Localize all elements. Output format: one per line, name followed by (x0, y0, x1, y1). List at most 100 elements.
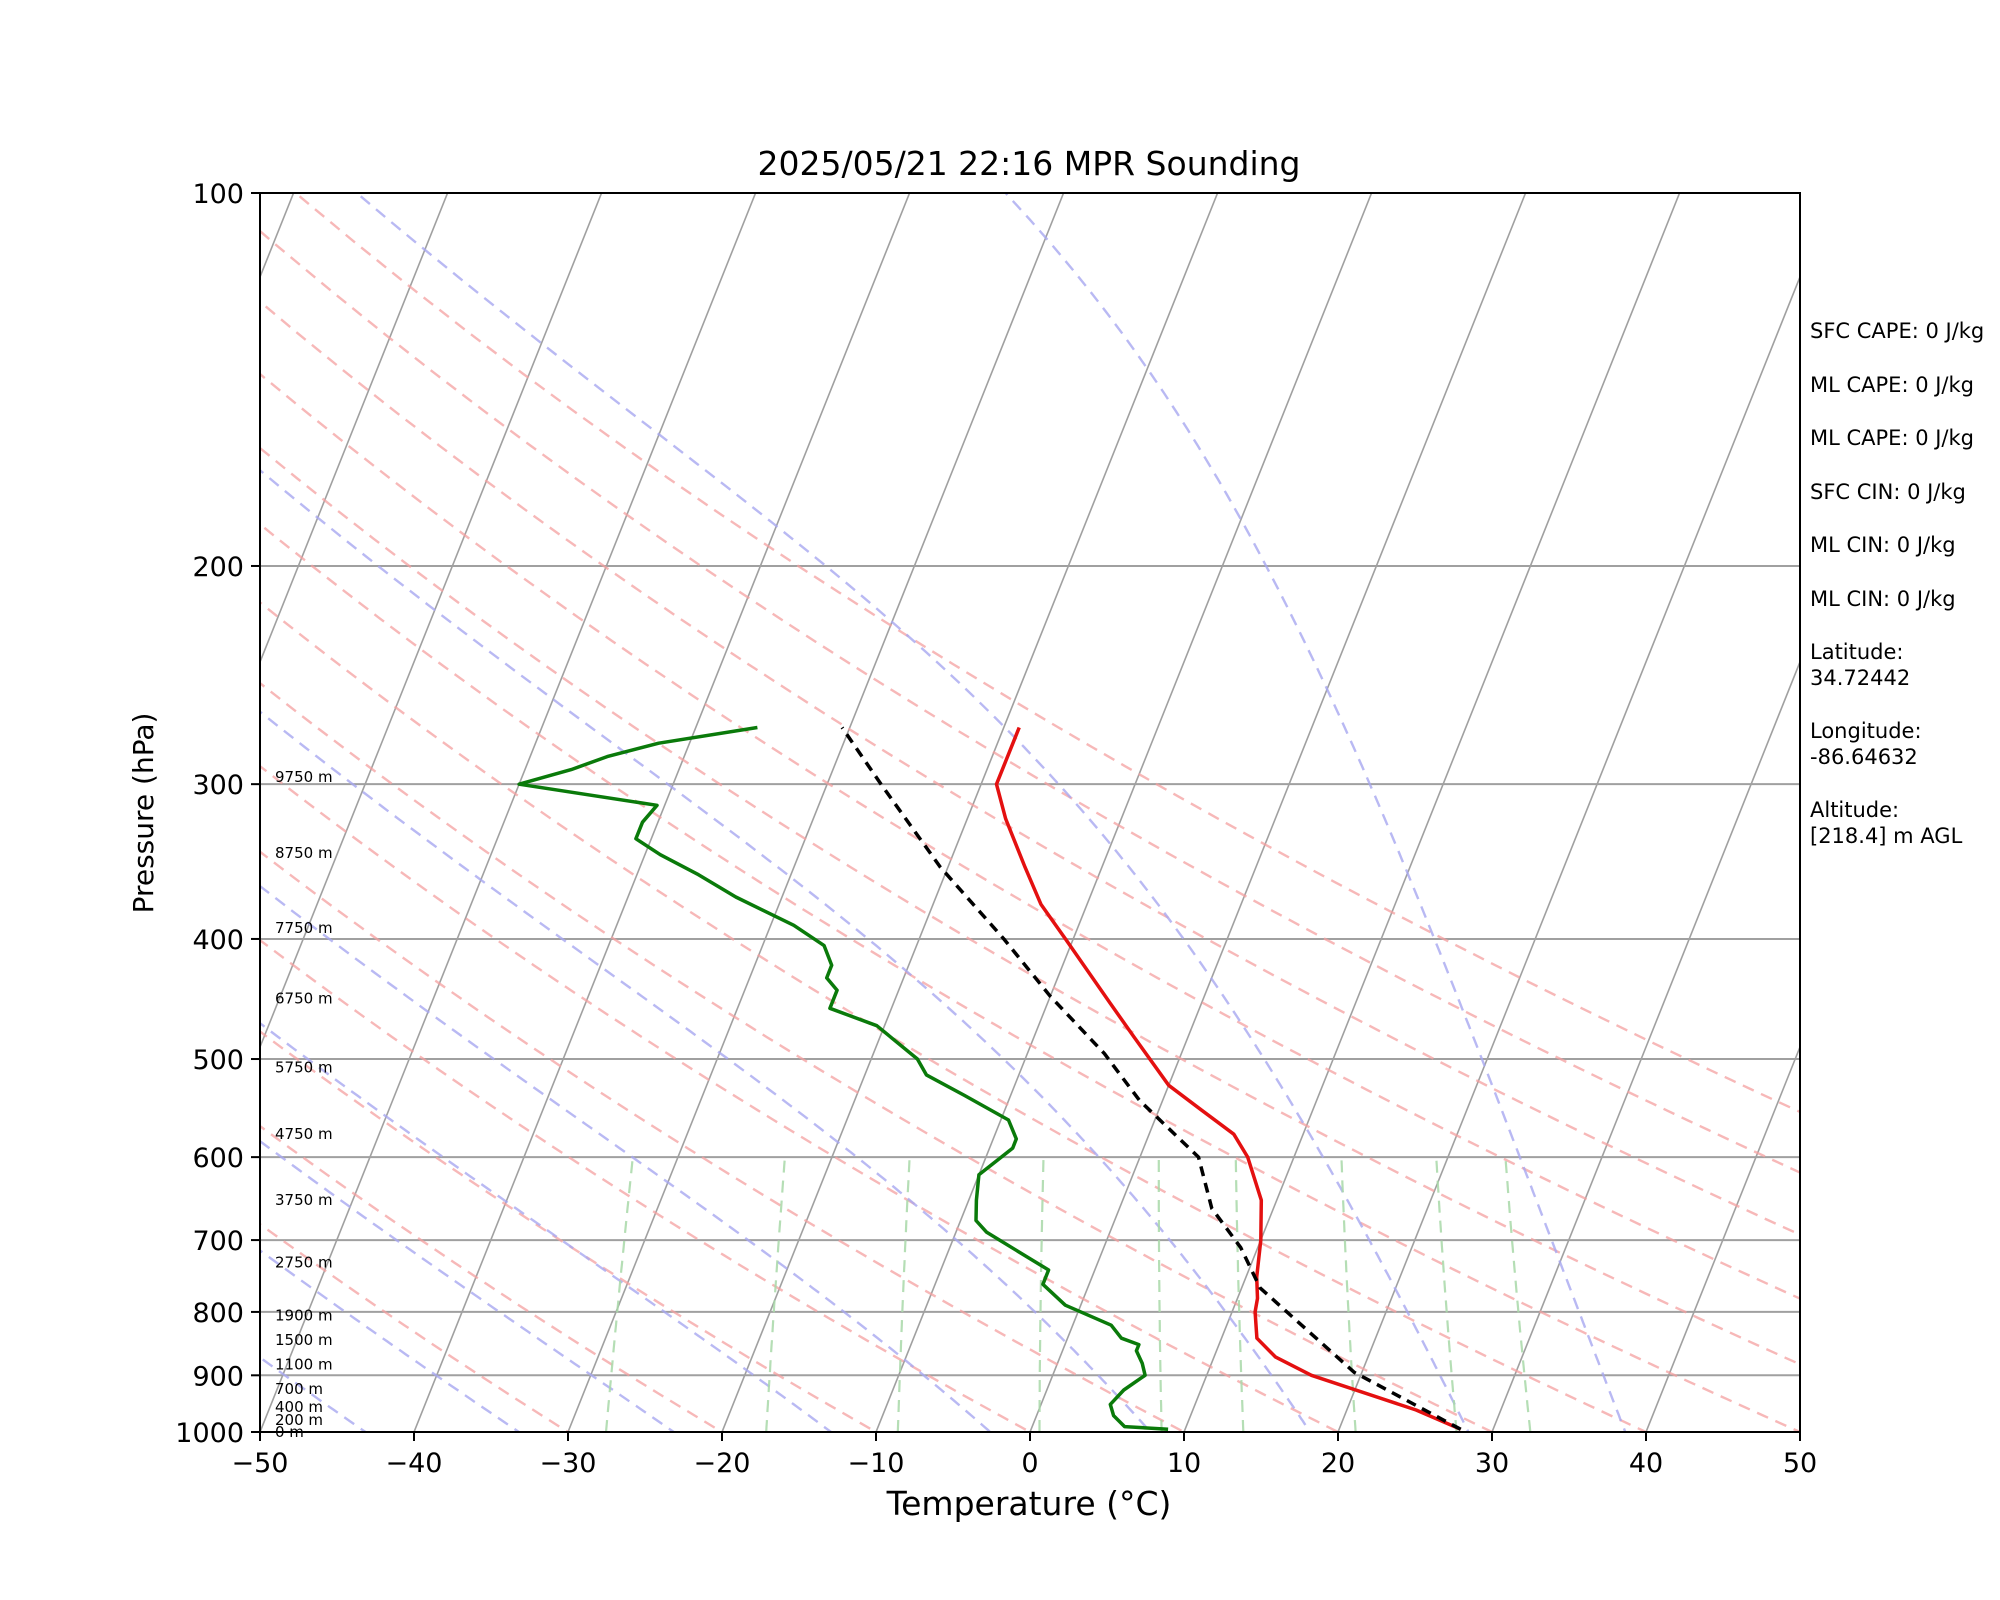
y-tick-label: 200 (192, 552, 244, 583)
x-tick-label: 20 (1321, 1448, 1355, 1479)
moist-adiabat-line (260, 1139, 676, 1432)
altitude-value: [218.4] m AGL (1810, 824, 1963, 848)
ml-cape-text: ML CAPE: 0 J/kg (1810, 372, 1975, 397)
mixing-ratio-line (1038, 1157, 1045, 1432)
latitude-label: Latitude: (1810, 640, 1904, 664)
dry-adiabat-line (294, 193, 1800, 1114)
dry-adiabat-line (260, 938, 1033, 1432)
dry-adiabat-line (260, 681, 1495, 1432)
ml-cape-text-2: ML CAPE: 0 J/kg (1810, 426, 1975, 450)
height-label: 700 m (275, 1380, 323, 1398)
isotherm-line (1029, 193, 1527, 1432)
temperature-profile-line (994, 726, 1462, 1431)
background-lines (260, 193, 1800, 1432)
height-label: 3750 m (275, 1191, 333, 1209)
dry-adiabat-line (260, 372, 1800, 1300)
y-axis-title: Pressure (hPa) (127, 713, 160, 914)
y-tick-label: 500 (192, 1045, 244, 1076)
height-label: 400 m (275, 1398, 323, 1416)
sfc-cin-text: SFC CIN: 0 J/kg (1810, 479, 1966, 504)
dry-adiabat-line (260, 1222, 571, 1432)
latitude-block: Latitude: 34.72442 (1810, 639, 1998, 691)
stats-panel: SFC CAPE: 0 J/kg ML CAPE: 0 J/kg ML CAPE… (1810, 318, 1998, 876)
x-tick-label: 40 (1629, 1448, 1663, 1479)
x-tick-label: 0 (1021, 1448, 1038, 1479)
moist-adiabat-line (354, 193, 1470, 1432)
y-tick-label: 800 (192, 1298, 244, 1329)
x-tick-label: −40 (386, 1448, 443, 1479)
dry-adiabat-line (260, 229, 1800, 1174)
y-tick-label: 700 (192, 1226, 244, 1257)
y-tick-label: 400 (192, 925, 244, 956)
parcel-path-line (840, 726, 1462, 1431)
height-label: 6750 m (275, 990, 333, 1008)
x-tick-label: −30 (540, 1448, 597, 1479)
isotherm-line (413, 193, 911, 1432)
dry-adiabat-line (260, 300, 1800, 1236)
isotherm-line (567, 193, 1065, 1432)
y-tick-label: 100 (192, 179, 244, 210)
chart-title: 2025/05/21 22:16 MPR Sounding (757, 144, 1300, 183)
dry-adiabat-line (260, 446, 1800, 1366)
sounding-series (517, 725, 1462, 1432)
longitude-label: Longitude: (1810, 719, 1922, 743)
isotherm-line (1337, 274, 1800, 1432)
mixing-ratio-line (1234, 1157, 1245, 1432)
dry-adiabat-line (260, 764, 1341, 1432)
height-label: 1900 m (275, 1306, 333, 1324)
isotherm-line (260, 193, 449, 665)
mixing-ratio-line (765, 1157, 786, 1432)
altitude-label: Altitude: (1810, 798, 1900, 822)
mixing-ratio-line (1504, 1157, 1532, 1432)
height-label: 4750 m (275, 1125, 333, 1143)
latitude-value: 34.72442 (1810, 666, 1911, 690)
longitude-block: Longitude: -86.64632 (1810, 718, 1998, 770)
x-axis-title: Temperature (°C) (886, 1484, 1172, 1523)
longitude-value: -86.64632 (1810, 745, 1918, 769)
height-label: 7750 m (275, 919, 333, 937)
isotherm-line (1645, 1044, 1800, 1432)
mixing-ratio-line (1435, 1157, 1458, 1432)
y-tick-label: 300 (192, 770, 244, 801)
dry-adiabat-line (260, 1124, 725, 1432)
height-label: 1500 m (275, 1331, 333, 1349)
dry-adiabat-line (260, 601, 1649, 1432)
height-label: 2750 m (275, 1254, 333, 1272)
y-tick-label: 1000 (175, 1418, 244, 1449)
dry-adiabat-line (260, 522, 1800, 1432)
dry-adiabat-line (260, 850, 1187, 1432)
height-label: 1100 m (275, 1355, 333, 1373)
y-tick-label: 600 (192, 1143, 244, 1174)
mixing-ratio-line (1340, 1157, 1357, 1432)
altitude-block: Altitude: [218.4] m AGL (1810, 797, 1998, 849)
sfc-cape-text: SFC CAPE: 0 J/kg (1810, 319, 1985, 343)
isotherm-line (260, 193, 757, 1432)
x-tick-label: −10 (848, 1448, 905, 1479)
x-tick-label: −20 (694, 1448, 751, 1479)
mixing-ratio-line (604, 1156, 634, 1432)
x-tick-label: 10 (1167, 1448, 1201, 1479)
dewpoint-profile-line (517, 725, 1169, 1432)
mixing-ratio-line (896, 1157, 911, 1432)
plot-frame (259, 192, 1801, 1433)
ml-cin-text-2: ML CIN: 0 J/kg (1810, 586, 1956, 611)
isotherm-line (1183, 193, 1681, 1432)
x-tick-label: −50 (232, 1448, 289, 1479)
ml-cin-text: ML CIN: 0 J/kg (1810, 533, 1956, 557)
height-label: 200 m (275, 1411, 323, 1429)
isotherm-line (875, 193, 1373, 1432)
isotherm-line (1491, 659, 1800, 1432)
x-tick-label: 30 (1475, 1448, 1509, 1479)
height-label: 8750 m (275, 844, 333, 862)
moist-adiabat-line (1003, 193, 1627, 1432)
moist-adiabat-line (260, 1021, 833, 1432)
height-label: 9750 m (275, 768, 333, 786)
y-tick-label: 900 (192, 1361, 244, 1392)
isotherm-line (721, 193, 1219, 1432)
moist-adiabat-line (260, 1356, 368, 1432)
height-label: 5750 m (275, 1059, 333, 1077)
axes: −50 −40 −30 −20 −10 0 10 20 30 40 50 1000 900 800 700 6… (175, 179, 1817, 1479)
x-tick-label: 50 (1783, 1448, 1817, 1479)
